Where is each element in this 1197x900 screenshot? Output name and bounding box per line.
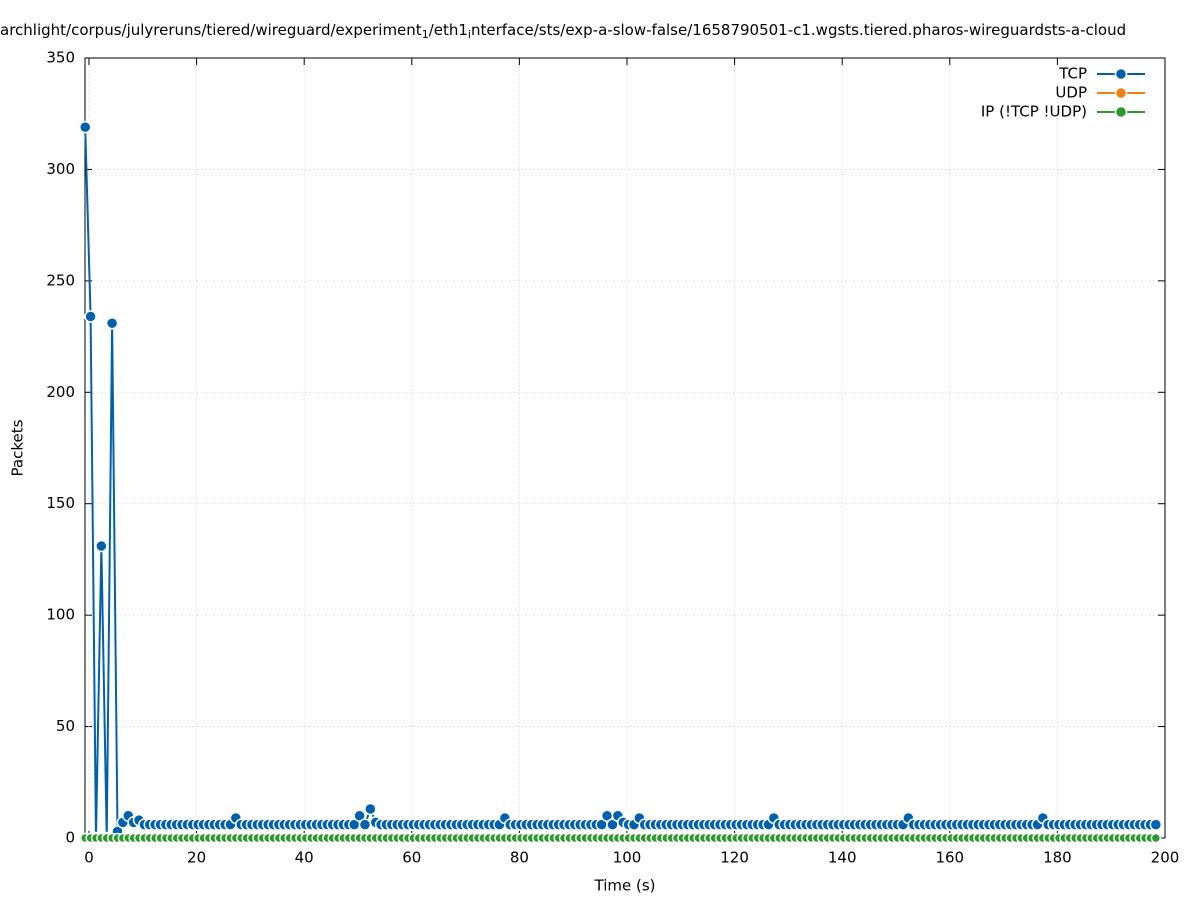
x-tick-label: 180 <box>1043 849 1072 867</box>
point <box>1150 832 1162 844</box>
chart-title: archlight/corpus/julyreruns/tiered/wireg… <box>0 21 1126 42</box>
title-part: 1 <box>422 28 429 41</box>
x-tick-label: 0 <box>84 849 94 867</box>
y-tick-label: 250 <box>46 271 75 289</box>
point <box>353 809 366 822</box>
x-tick-label: 100 <box>613 849 642 867</box>
title-part: nterface/sts/exp-a-slow-false/1658790501… <box>471 21 1126 39</box>
x-tick-label: 160 <box>935 849 964 867</box>
plot-frame <box>84 57 1166 839</box>
x-tick-label: 20 <box>187 849 206 867</box>
y-tick-label: 50 <box>56 717 75 735</box>
x-tick-label: 60 <box>402 849 421 867</box>
legend-marker <box>1114 86 1128 100</box>
y-tick-label: 0 <box>65 829 75 847</box>
title-part: i <box>468 28 471 41</box>
point <box>95 539 108 553</box>
x-tick-label: 200 <box>1151 849 1180 867</box>
y-tick-label: 350 <box>46 49 75 67</box>
x-tick-label: 120 <box>720 849 749 867</box>
point <box>105 316 119 330</box>
point <box>358 818 372 831</box>
series-line <box>84 127 1156 839</box>
point <box>78 120 92 134</box>
x-axis-label: Time (s) <box>594 877 656 895</box>
point <box>364 802 377 816</box>
title-part: /eth1 <box>429 21 468 39</box>
y-tick-label: 200 <box>46 383 75 401</box>
legend-label: UDP <box>1055 84 1087 102</box>
legend-marker <box>1114 105 1128 119</box>
x-tick-label: 80 <box>510 849 529 867</box>
title-part: archlight/corpus/julyreruns/tiered/wireg… <box>0 21 422 39</box>
point <box>84 310 97 323</box>
x-tick-label: 40 <box>295 849 314 867</box>
legend-label: IP (!TCP !UDP) <box>981 103 1087 121</box>
point <box>1149 818 1163 831</box>
y-tick-label: 150 <box>46 494 75 512</box>
legend-marker <box>1114 67 1128 81</box>
y-axis-label: Packets <box>9 419 27 476</box>
y-tick-label: 300 <box>46 160 75 178</box>
y-tick-label: 100 <box>46 606 75 624</box>
x-tick-label: 140 <box>828 849 857 867</box>
legend-label: TCP <box>1058 65 1087 83</box>
